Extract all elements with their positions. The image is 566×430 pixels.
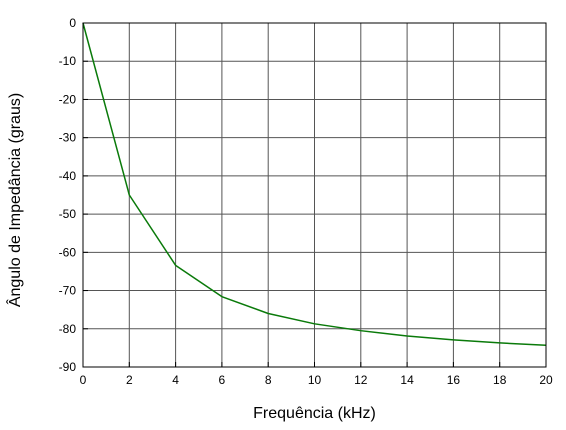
y-tick-labels: 0 -10 -20 -30 -40 -50 -60 -70 -80 -90 (59, 16, 77, 374)
ticks (82, 22, 547, 368)
x-tick-label: 2 (126, 373, 133, 387)
x-axis-title: Frequência (kHz) (253, 405, 376, 422)
y-axis-title: Ângulo de Impedância (graus) (5, 93, 24, 307)
series-layer (82, 22, 547, 346)
y-tick-label: -20 (59, 92, 77, 106)
grid (83, 23, 546, 367)
y-tick-label: 0 (69, 16, 76, 30)
x-tick-label: 18 (493, 373, 507, 387)
y-tick-label: -90 (59, 360, 77, 374)
x-tick-label: 12 (354, 373, 368, 387)
x-tick-label: 14 (400, 373, 414, 387)
x-tick-label: 0 (80, 373, 87, 387)
x-tick-label: 20 (539, 373, 553, 387)
y-tick-label: -80 (59, 322, 77, 336)
y-tick-label: -10 (59, 54, 77, 68)
y-tick-label: -60 (59, 245, 77, 259)
x-tick-label: 6 (219, 373, 226, 387)
x-tick-label: 4 (172, 373, 179, 387)
x-tick-label: 10 (308, 373, 322, 387)
series-line (82, 22, 547, 346)
y-tick-label: -70 (59, 284, 77, 298)
x-tick-labels: 0 2 4 6 8 10 12 14 16 18 20 (80, 373, 553, 387)
y-tick-label: -50 (59, 207, 77, 221)
x-tick-label: 8 (265, 373, 272, 387)
y-tick-label: -30 (59, 131, 77, 145)
x-tick-label: 16 (447, 373, 461, 387)
y-tick-label: -40 (59, 169, 77, 183)
